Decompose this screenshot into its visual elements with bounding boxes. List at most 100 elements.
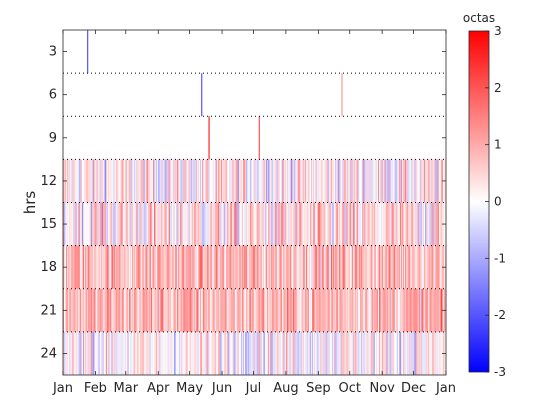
heatmap-cell	[227, 202, 229, 246]
heatmap-cell	[411, 202, 413, 246]
heatmap-cell	[114, 288, 116, 332]
heatmap-cell	[236, 202, 239, 246]
heatmap-cell	[201, 288, 203, 332]
heatmap-cell	[74, 159, 76, 203]
heatmap-cell	[248, 331, 250, 376]
heatmap-cell	[380, 245, 382, 289]
heatmap-cell	[360, 331, 362, 376]
heatmap-cell	[335, 245, 337, 289]
heatmap-cell	[271, 245, 273, 289]
heatmap-cell	[430, 202, 432, 246]
heatmap-cell	[113, 331, 115, 376]
heatmap-cell	[281, 288, 284, 332]
heatmap-cell	[231, 331, 233, 376]
heatmap-cell	[268, 288, 270, 332]
heatmap-cell	[418, 288, 421, 332]
heatmap-cell	[309, 288, 312, 332]
heatmap-cell	[89, 245, 91, 289]
heatmap-cell	[191, 159, 194, 203]
heatmap-cell	[169, 159, 172, 203]
heatmap-cell	[396, 288, 399, 332]
heatmap-cell	[376, 202, 379, 246]
heatmap-cell	[372, 331, 375, 376]
heatmap-cell	[321, 202, 323, 246]
heatmap-cell	[371, 331, 374, 376]
heatmap-cell	[401, 331, 403, 376]
heatmap-cell	[174, 331, 177, 376]
heatmap-cell	[113, 202, 115, 246]
heatmap-cell	[89, 288, 91, 332]
heatmap-cell	[406, 288, 408, 332]
heatmap-cell	[205, 288, 207, 332]
heatmap-cell	[122, 202, 124, 246]
heatmap-cell	[150, 331, 153, 376]
heatmap-cell	[252, 245, 254, 289]
heatmap-cell	[159, 159, 161, 203]
heatmap-cell	[93, 245, 95, 289]
heatmap-cell	[344, 202, 346, 246]
heatmap-cell	[290, 159, 292, 203]
heatmap-cell	[418, 202, 421, 246]
heatmap-cell	[83, 159, 86, 203]
heatmap-cell	[231, 245, 233, 289]
heatmap-cell	[308, 202, 311, 246]
heatmap-cell	[79, 245, 82, 289]
heatmap-cell	[182, 159, 184, 203]
heatmap-cell	[280, 202, 283, 246]
heatmap-cell	[140, 202, 142, 246]
heatmap-cell	[196, 245, 199, 289]
heatmap-cell	[125, 288, 128, 332]
heatmap-cell	[174, 202, 177, 246]
heatmap-cell	[149, 288, 152, 332]
heatmap-cell	[367, 288, 369, 332]
heatmap-cell	[345, 202, 347, 246]
heatmap-cell	[118, 288, 120, 332]
heatmap-cell	[280, 331, 283, 376]
heatmap-cell	[132, 202, 134, 246]
heatmap-cell	[367, 202, 369, 246]
heatmap-cell	[91, 331, 93, 376]
heatmap-cell	[278, 245, 280, 289]
x-tick-label: Mar	[114, 381, 139, 396]
heatmap-cell	[262, 202, 265, 246]
heatmap-cell	[438, 331, 441, 376]
heatmap-cell	[221, 202, 223, 246]
heatmap-cell	[132, 288, 134, 332]
heatmap-cell	[437, 202, 439, 246]
heatmap-cell	[189, 331, 191, 376]
heatmap-cell	[97, 202, 99, 246]
heatmap-cell	[102, 288, 105, 332]
heatmap-cell	[67, 159, 69, 203]
heatmap-cell	[357, 331, 359, 376]
heatmap-cell	[282, 288, 285, 332]
heatmap-cell	[126, 245, 129, 289]
heatmap-cell	[169, 288, 172, 332]
heatmap-cell	[72, 159, 74, 203]
heatmap-cell	[202, 159, 204, 203]
heatmap-cell	[348, 245, 351, 289]
heatmap-cell	[228, 159, 230, 203]
heatmap-cell	[154, 288, 156, 332]
heatmap-cell	[180, 202, 182, 246]
heatmap-cell	[96, 288, 98, 332]
heatmap-cell	[307, 159, 310, 203]
heatmap-cell	[270, 331, 272, 376]
heatmap-cell	[425, 202, 427, 246]
heatmap-cell	[208, 159, 210, 203]
heatmap-cell	[395, 288, 398, 332]
heatmap-cell	[200, 245, 202, 289]
heatmap-cell	[217, 245, 220, 289]
heatmap-cell	[356, 288, 358, 332]
heatmap-cell	[209, 245, 211, 289]
heatmap-cell	[84, 159, 87, 203]
heatmap-cell	[221, 331, 223, 376]
heatmap-cell	[149, 202, 152, 246]
heatmap-cell	[190, 288, 193, 332]
heatmap-cell	[279, 245, 281, 289]
heatmap-cell	[413, 288, 415, 332]
heatmap-cell	[271, 331, 273, 376]
heatmap-cell	[219, 288, 222, 332]
heatmap-cell	[335, 331, 337, 376]
heatmap-cell	[386, 159, 388, 203]
heatmap-cell	[296, 202, 298, 246]
